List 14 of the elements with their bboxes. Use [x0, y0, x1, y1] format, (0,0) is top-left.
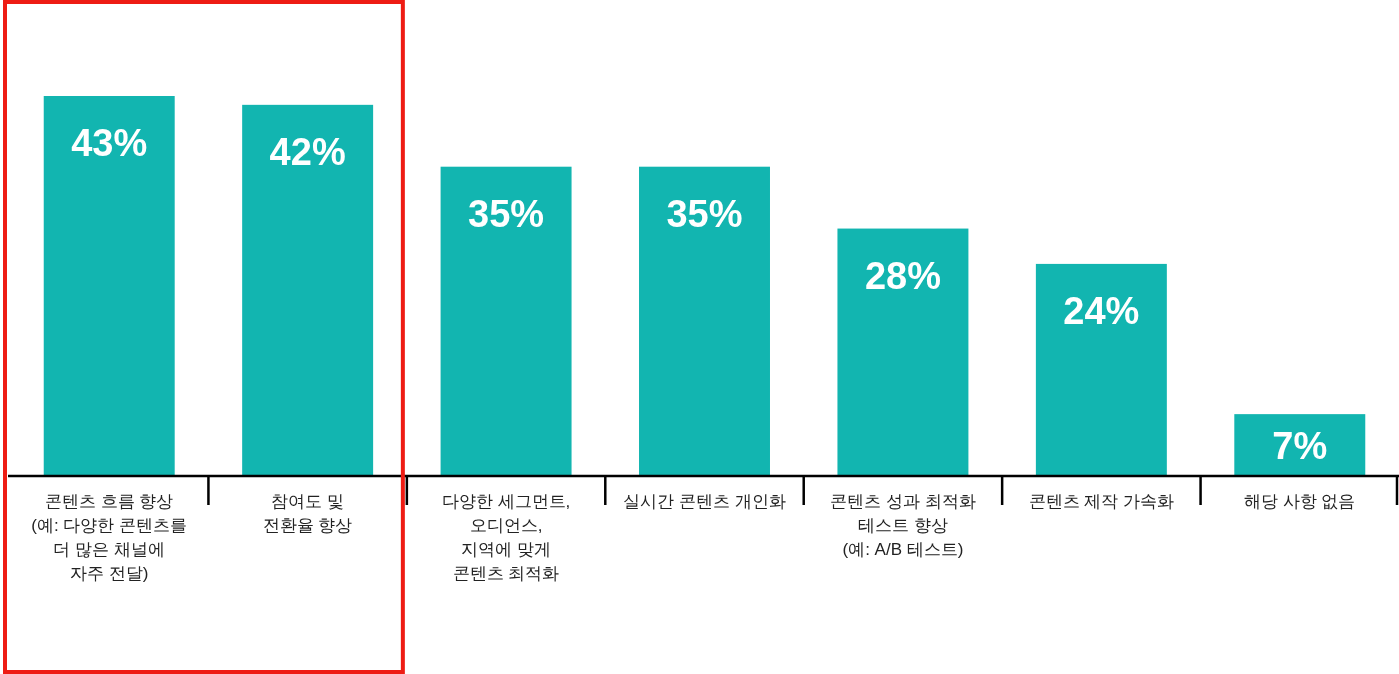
data-label: 28%: [864, 254, 941, 297]
x-tick-label: 콘텐츠 제작 가속화: [1028, 492, 1175, 511]
x-tick-label: 콘텐츠 성과 최적화 테스트 향상 (예: A/B 테스트): [830, 492, 976, 559]
x-tick-label: 해당 사항 없음: [1244, 492, 1356, 511]
x-tick-label: 실시간 콘텐츠 개인화: [623, 492, 786, 511]
x-tick-label: 참여도 및 전환율 향상: [262, 492, 353, 535]
data-label: 7%: [1272, 425, 1328, 468]
data-label: 42%: [269, 130, 346, 173]
data-label: 43%: [71, 122, 148, 164]
x-tick-label: 콘텐츠 흐름 향상 (예: 다양한 콘텐츠를 더 많은 채널에 자주 전달): [31, 492, 188, 583]
data-label: 24%: [1063, 289, 1140, 332]
data-label: 35%: [666, 192, 743, 235]
data-label: 35%: [468, 192, 545, 235]
x-tick-label: 다양한 세그먼트, 오디언스, 지역에 맞게 콘텐츠 최적화: [441, 492, 571, 583]
